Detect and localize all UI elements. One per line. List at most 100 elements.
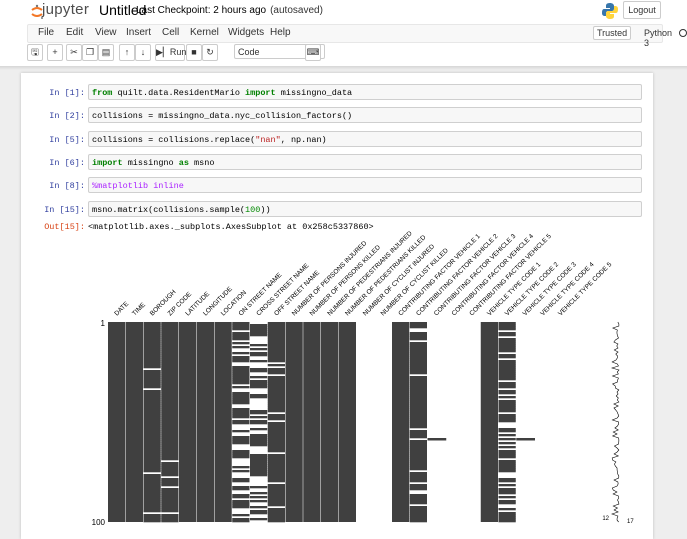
matrix-cell (161, 516, 179, 519)
code-input[interactable]: collisions = collisions.replace("nan", n… (88, 131, 642, 147)
matrix-cell (267, 330, 285, 333)
matrix-cell (498, 334, 516, 337)
interrupt-button[interactable]: ■ (186, 44, 202, 61)
copy-button[interactable]: ❐ (82, 44, 98, 61)
move-down-button[interactable]: ↓ (135, 44, 151, 61)
code-token: collisions = missingno_data.nyc_collisio… (92, 111, 353, 121)
code-input[interactable]: from quilt.data.ResidentMario import mis… (88, 84, 642, 100)
code-input[interactable]: msno.matrix(collisions.sample(100)) (88, 201, 642, 217)
input-prompt: In [1]: (49, 88, 85, 98)
matrix-cell (161, 346, 179, 349)
matrix-cell (143, 480, 161, 483)
matrix-cell (409, 352, 427, 355)
menu-view[interactable]: View (95, 27, 117, 38)
copy-icon: ❐ (85, 47, 95, 57)
code-cell[interactable]: In [2]: collisions = missingno_data.nyc_c… (21, 107, 653, 124)
logout-button[interactable]: Logout (623, 1, 661, 19)
matrix-cell (143, 446, 161, 449)
save-button[interactable]: 🖫 (27, 44, 43, 61)
matrix-cell (143, 364, 161, 367)
menu-file[interactable]: File (38, 27, 55, 38)
matrix-cell (250, 468, 268, 471)
matrix-cell (498, 332, 516, 335)
matrix-cell (232, 360, 250, 363)
matrix-cell (250, 370, 268, 373)
matrix-cell (498, 490, 516, 493)
code-token: msno.matrix(collisions.sample( (92, 205, 246, 215)
matrix-cell (427, 438, 447, 441)
matrix-cell (409, 368, 427, 371)
command-palette-button[interactable]: ⌨ (305, 44, 321, 61)
matrix-cell (409, 462, 427, 465)
matrix-cell (161, 482, 179, 485)
matrix-cell (250, 506, 268, 509)
jupyter-logo-icon[interactable] (28, 3, 108, 21)
cut-button[interactable]: ✂ (66, 44, 82, 61)
matrix-cell (250, 472, 268, 475)
menu-edit[interactable]: Edit (66, 27, 84, 38)
code-input[interactable]: import missingno as msno (88, 154, 642, 170)
matrix-cell (161, 468, 179, 471)
notebook-name[interactable]: Untitled (99, 2, 147, 18)
restart-button[interactable]: ↻ (202, 44, 218, 61)
matrix-cell (250, 462, 268, 465)
trusted-badge[interactable]: Trusted (593, 26, 632, 40)
matrix-cell (143, 520, 161, 523)
matrix-cell (250, 344, 268, 347)
matrix-cell (409, 404, 427, 407)
matrix-cell (143, 460, 161, 463)
code-input[interactable]: collisions = missingno_data.nyc_collisio… (88, 107, 642, 123)
matrix-cell (409, 458, 427, 461)
run-button[interactable]: ▶▏Run (155, 44, 186, 61)
paste-button[interactable]: ▤ (98, 44, 114, 61)
matrix-cell (161, 394, 179, 397)
matrix-cell (409, 518, 427, 521)
matrix-cell (267, 466, 285, 469)
matrix-cell (161, 356, 179, 359)
code-cell[interactable]: In [6]: import missingno as msno (21, 154, 653, 171)
matrix-cell (161, 398, 179, 401)
menu-insert[interactable]: Insert (126, 27, 152, 38)
matrix-cell (498, 438, 516, 441)
matrix-cell (409, 390, 427, 393)
matrix-cell (232, 334, 250, 337)
code-cell[interactable]: In [8]: %matplotlib inline (21, 177, 653, 194)
matrix-cell (232, 324, 250, 327)
matrix-cell (232, 410, 250, 413)
matrix-cell (161, 368, 179, 371)
matrix-cell (267, 342, 285, 345)
matrix-cell (409, 394, 427, 397)
matrix-cell (143, 462, 161, 465)
matrix-cell (161, 410, 179, 413)
move-up-button[interactable]: ↑ (119, 44, 135, 61)
matrix-cell (232, 452, 250, 455)
matrix-cell (161, 426, 179, 429)
matrix-cell (232, 332, 250, 335)
matrix-cell (143, 450, 161, 453)
code-cell[interactable]: In [1]: from quilt.data.ResidentMario imp… (21, 84, 653, 101)
menu-kernel[interactable]: Kernel (190, 27, 219, 38)
matrix-cell (161, 424, 179, 427)
menu-help[interactable]: Help (270, 27, 291, 38)
matrix-cell (161, 488, 179, 491)
matrix-cell (267, 444, 285, 447)
matrix-cell (232, 500, 250, 503)
menu-widgets[interactable]: Widgets (228, 27, 265, 38)
matrix-cell (161, 462, 179, 465)
matrix-cell (161, 506, 179, 509)
matrix-cell (498, 400, 516, 403)
matrix-cell (409, 360, 427, 363)
matrix-cell (498, 346, 516, 349)
matrix-cell (161, 480, 179, 483)
matrix-cell (267, 434, 285, 437)
matrix-cell (161, 336, 179, 339)
matrix-cell (161, 466, 179, 469)
matrix-cell (498, 416, 516, 419)
matrix-cell (267, 436, 285, 439)
matrix-cell (498, 414, 516, 417)
code-cell[interactable]: In [5]: collisions = collisions.replace("… (21, 131, 653, 148)
insert-cell-button[interactable]: + (47, 44, 63, 61)
code-input[interactable]: %matplotlib inline (88, 177, 642, 193)
menu-cell[interactable]: Cell (162, 27, 180, 38)
code-cell[interactable]: In [15]: msno.matrix(collisions.sample(10… (21, 201, 653, 218)
